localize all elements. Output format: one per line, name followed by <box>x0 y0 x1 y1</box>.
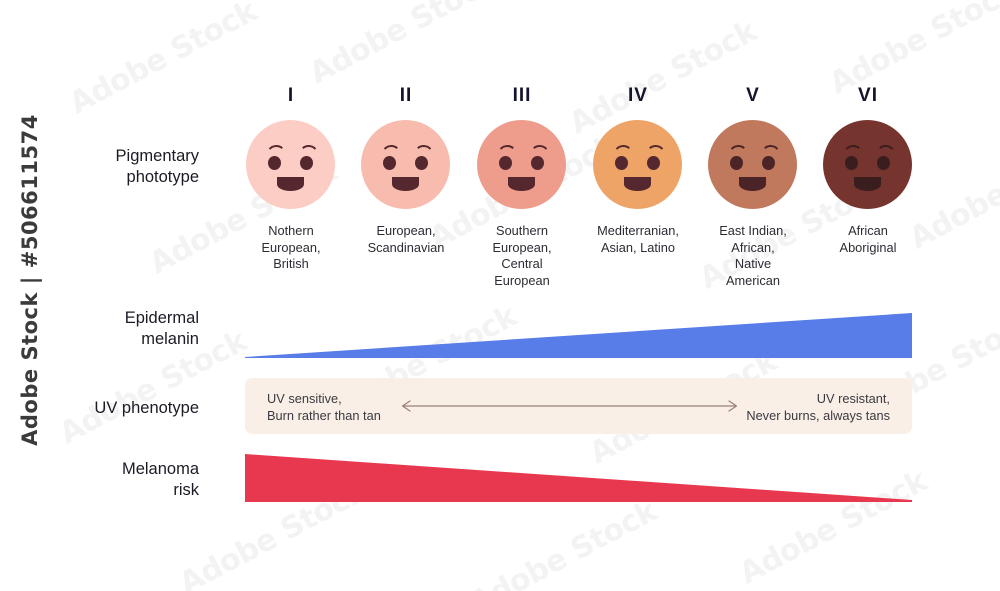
phototype-region-label: Southern European, Central European <box>492 223 552 288</box>
eyebrow-left-icon <box>612 144 634 156</box>
phototype-region-label: East Indian, African, Native American <box>719 223 787 288</box>
eyebrow-right-icon <box>298 144 320 156</box>
row-label-melanoma-risk: Melanoma risk <box>121 460 199 499</box>
smile-mouth-icon <box>739 177 766 191</box>
eyebrow-left-icon <box>380 144 402 156</box>
smile-mouth-icon <box>392 177 419 191</box>
eye-left-icon <box>615 156 628 170</box>
row-label-uv-phenotype: UV phenotype <box>94 399 199 417</box>
watermark-tile: Adobe Stock <box>303 0 503 92</box>
eyebrow-right-icon <box>645 144 667 156</box>
eye-left-icon <box>268 156 281 170</box>
phototype-numeral: V <box>746 85 760 106</box>
phototype-numeral: I <box>287 85 295 106</box>
watermark-tile: Adobe Stock <box>563 13 763 142</box>
eye-left-icon <box>383 156 396 170</box>
eyebrow-right-icon <box>413 144 435 156</box>
eyebrow-left-icon <box>496 144 518 156</box>
double-arrow-shape <box>401 400 738 412</box>
melanin-wedge-shape <box>245 313 912 358</box>
eyebrow-right-icon <box>875 144 897 156</box>
melanoma-wedge-shape <box>245 454 912 502</box>
eye-right-icon <box>762 156 775 170</box>
row-label-pigmentary-phototype: Pigmentary phototype <box>115 147 199 186</box>
phototype-numeral: II <box>399 85 413 106</box>
uv-resistant-label: UV resistant, Never burns, always tans <box>746 391 890 423</box>
phototype-numeral: IV <box>628 85 648 106</box>
eyebrow-right-icon <box>760 144 782 156</box>
eye-left-icon <box>845 156 858 170</box>
uv-sensitive-label: UV sensitive, Burn rather than tan <box>267 391 381 423</box>
eye-right-icon <box>877 156 890 170</box>
eye-right-icon <box>531 156 544 170</box>
phototype-region-label: European, Scandinavian <box>367 223 445 255</box>
adobe-stock-watermark: Adobe Stock | #506611574 <box>0 0 46 591</box>
face-icon-phototype-4 <box>593 120 682 209</box>
eyebrow-left-icon <box>265 144 287 156</box>
smile-mouth-icon <box>854 177 881 191</box>
face-icon-phototype-6 <box>823 120 912 209</box>
eyebrow-left-icon <box>842 144 864 156</box>
face-icon-phototype-3 <box>477 120 566 209</box>
eye-right-icon <box>647 156 660 170</box>
smile-mouth-icon <box>508 177 535 191</box>
phototype-numeral: III <box>512 85 532 106</box>
smile-mouth-icon <box>624 177 651 191</box>
epidermal-melanin-wedge <box>245 310 912 360</box>
phototype-numeral: VI <box>858 85 878 106</box>
phototype-region-label: African Aboriginal <box>839 223 897 255</box>
eye-right-icon <box>415 156 428 170</box>
eyebrow-left-icon <box>727 144 749 156</box>
watermark-tile: Adobe Stock <box>463 493 663 591</box>
row-label-epidermal-melanin: Epidermal melanin <box>124 309 199 348</box>
face-icon-phototype-1 <box>246 120 335 209</box>
eye-right-icon <box>300 156 313 170</box>
phototype-region-label: Nothern European, British <box>261 223 321 271</box>
uv-gradient-double-arrow-icon <box>397 398 742 414</box>
phototype-region-label: Mediterranian, Asian, Latino <box>597 223 679 255</box>
face-icon-phototype-2 <box>361 120 450 209</box>
eye-left-icon <box>730 156 743 170</box>
smile-mouth-icon <box>277 177 304 191</box>
melanoma-risk-wedge <box>245 452 912 504</box>
uv-phenotype-band: UV sensitive, Burn rather than tan UV re… <box>245 378 912 434</box>
eye-left-icon <box>499 156 512 170</box>
eyebrow-right-icon <box>529 144 551 156</box>
face-icon-phototype-5 <box>708 120 797 209</box>
